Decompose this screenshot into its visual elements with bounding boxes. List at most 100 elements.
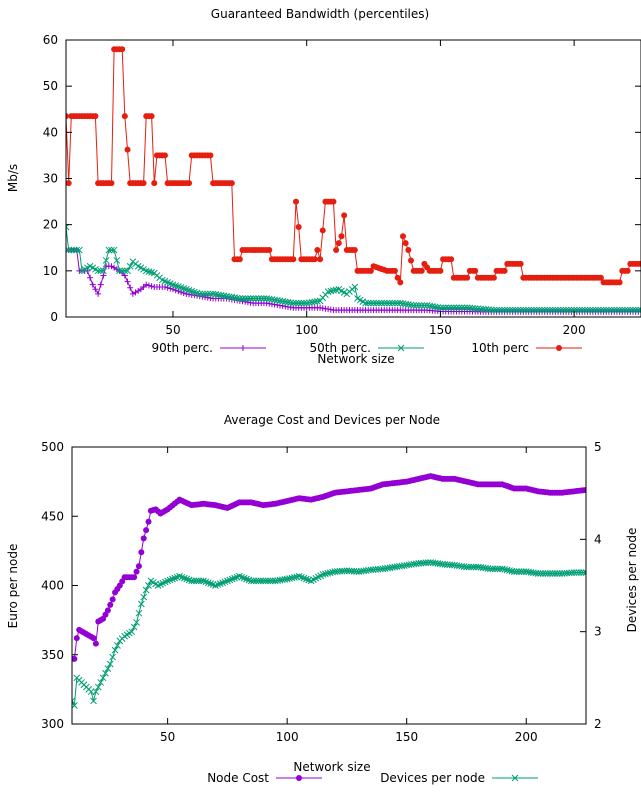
data-point — [102, 669, 109, 677]
series-line-1 — [66, 226, 641, 311]
data-point — [252, 577, 260, 585]
data-point — [236, 295, 244, 302]
series-1 — [72, 559, 586, 709]
legend-marker — [556, 345, 562, 351]
data-point — [489, 565, 497, 573]
data-point — [364, 299, 372, 307]
data-point — [573, 306, 581, 314]
data-point — [594, 306, 602, 314]
data-point — [215, 291, 222, 299]
data-point — [108, 263, 115, 270]
data-point — [394, 299, 401, 307]
data-point — [300, 299, 308, 307]
x-tick-label: 100 — [295, 323, 318, 337]
data-point — [268, 296, 276, 303]
data-point — [351, 283, 359, 291]
data-point — [527, 306, 535, 314]
chart1-ylabel: Mb/s — [6, 164, 20, 192]
data-point — [386, 299, 393, 307]
data-point — [370, 299, 377, 307]
data-point — [472, 267, 479, 274]
data-point — [513, 568, 521, 576]
data-point — [73, 635, 80, 642]
data-point — [471, 305, 479, 312]
x-tick-label: 100 — [276, 730, 299, 744]
data-point — [498, 306, 506, 314]
data-point — [380, 299, 388, 307]
chart1-title: Guaranteed Bandwidth (percentiles) — [211, 7, 429, 21]
data-point — [554, 306, 562, 314]
data-point — [89, 281, 96, 288]
data-point — [445, 304, 452, 312]
data-point — [295, 299, 303, 307]
data-point — [140, 593, 148, 601]
data-point — [140, 535, 147, 542]
y-tick-label: 40 — [43, 125, 58, 139]
data-point — [132, 289, 139, 296]
data-point — [102, 257, 110, 264]
y2-tick-label: 2 — [594, 717, 602, 731]
data-point — [482, 306, 490, 313]
data-point — [330, 198, 337, 205]
data-point — [431, 303, 439, 311]
data-point — [124, 146, 131, 153]
data-point — [175, 288, 182, 295]
data-point — [439, 304, 447, 312]
data-point — [66, 180, 72, 187]
legend-marker — [511, 774, 519, 782]
data-point — [470, 563, 477, 571]
data-point — [509, 306, 516, 314]
data-point — [584, 306, 591, 314]
data-point — [161, 152, 168, 159]
data-point — [546, 570, 554, 577]
data-point — [290, 256, 297, 263]
data-point — [442, 304, 450, 312]
data-point — [114, 642, 121, 649]
data-point — [538, 306, 546, 314]
data-point — [613, 306, 621, 314]
data-point — [493, 306, 500, 314]
data-point — [303, 299, 311, 307]
data-point — [199, 290, 206, 298]
data-point — [575, 569, 583, 576]
data-point — [271, 296, 278, 304]
data-point — [335, 240, 342, 247]
data-point — [295, 223, 302, 230]
data-point — [455, 304, 463, 312]
data-point — [634, 306, 641, 314]
data-point — [341, 212, 348, 219]
data-point — [418, 267, 425, 274]
data-point — [621, 306, 629, 314]
data-point — [135, 563, 142, 570]
data-point — [517, 306, 525, 314]
data-point — [119, 46, 126, 53]
data-point — [450, 304, 458, 312]
data-point — [332, 286, 340, 294]
data-point — [145, 282, 152, 289]
data-point — [434, 303, 442, 311]
legend-label: 10th perc — [471, 341, 529, 355]
data-point — [624, 267, 631, 274]
data-point — [148, 283, 155, 290]
data-point — [537, 570, 544, 577]
data-point — [190, 577, 198, 585]
data-point — [217, 291, 225, 299]
chart2-plot-area: 50 100 150 200 300 350 400 450 500 2 3 4 5 — [41, 440, 602, 744]
data-point — [437, 267, 444, 274]
data-point — [92, 688, 100, 696]
data-point — [249, 295, 257, 302]
x-tick-label: 200 — [515, 730, 538, 744]
series-2 — [66, 46, 641, 286]
data-point — [107, 601, 114, 608]
data-point — [327, 287, 335, 295]
data-point — [378, 299, 385, 307]
y-tick-label: 400 — [41, 579, 64, 593]
data-point — [263, 295, 270, 302]
data-point — [539, 570, 547, 577]
data-point — [467, 563, 475, 571]
data-point — [503, 306, 511, 314]
data-point — [610, 306, 618, 314]
data-point — [223, 292, 230, 300]
data-point — [333, 247, 340, 254]
data-point — [145, 582, 152, 589]
